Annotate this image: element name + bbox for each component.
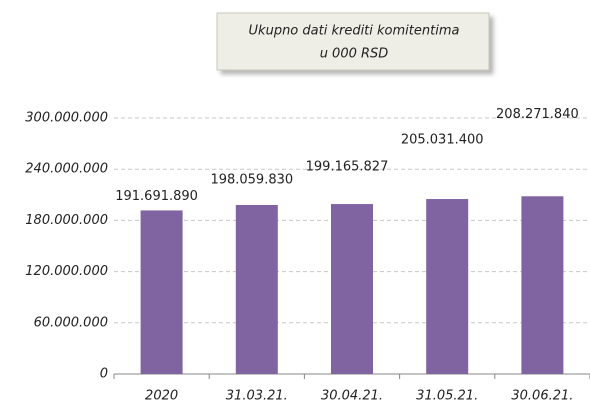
x-tick-label: 2020 <box>145 389 178 404</box>
x-tick-label: 30.04.21. <box>321 389 383 404</box>
x-tick-label: 31.05.21. <box>416 389 478 404</box>
x-tick-label: 31.03.21. <box>226 389 288 404</box>
data-label: 198.059.830 <box>210 172 293 187</box>
y-tick-label: 0 <box>100 367 108 382</box>
data-label: 208.271.840 <box>496 107 579 122</box>
y-tick-label: 180.000.000 <box>25 213 108 228</box>
bar <box>331 204 373 374</box>
y-tick-label: 120.000.000 <box>25 264 108 279</box>
y-tick-label: 60.000.000 <box>34 315 108 330</box>
y-tick-label: 240.000.000 <box>25 162 108 177</box>
data-label: 191.691.890 <box>115 189 198 204</box>
bar <box>140 210 183 374</box>
data-label: 199.165.827 <box>306 160 389 175</box>
chart-subtitle: u 000 RSD <box>320 47 389 62</box>
bar <box>235 204 278 374</box>
bar <box>426 199 469 374</box>
chart-title: Ukupno dati krediti komitentima <box>249 24 460 39</box>
title-box <box>216 12 490 71</box>
x-tick-label: 30.06.21. <box>511 389 573 404</box>
data-label: 205.031.400 <box>401 133 484 148</box>
bar <box>521 196 564 374</box>
y-tick-label: 300.000.000 <box>25 111 108 126</box>
